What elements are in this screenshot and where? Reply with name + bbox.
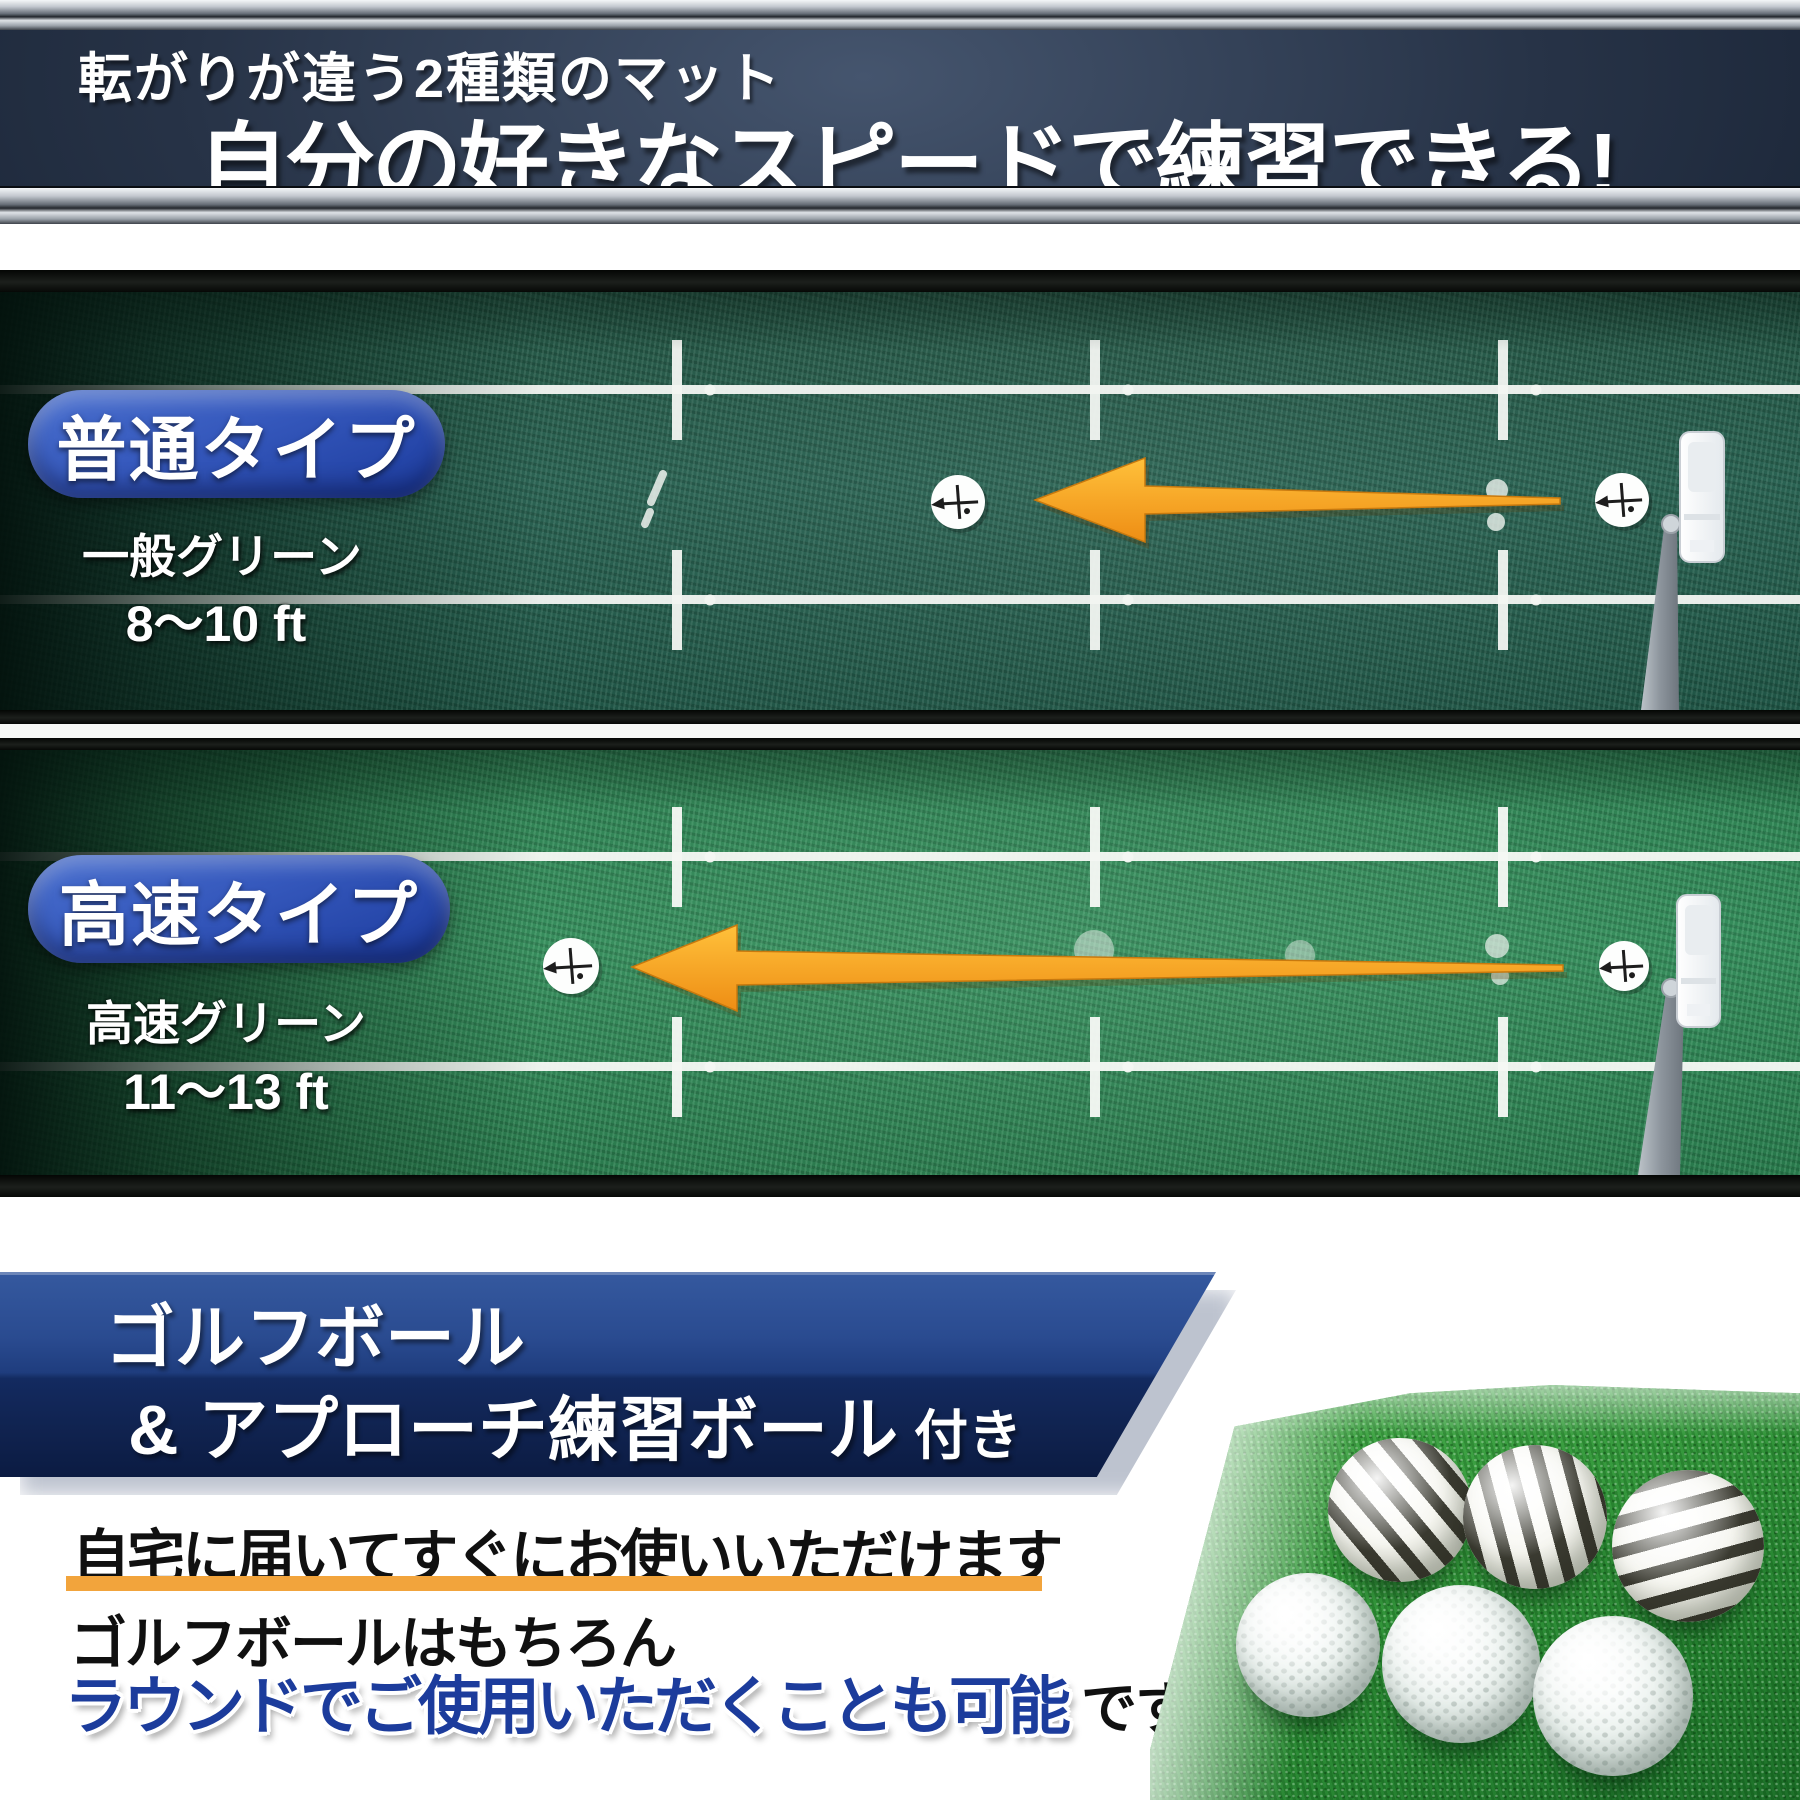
mat1-ball-marker-start <box>1595 473 1653 531</box>
mat1-putter <box>1641 431 1725 710</box>
included-banner: ゴルフボール & アプローチ練習ボール 付き <box>0 1272 1216 1477</box>
included-line2-row: & アプローチ練習ボール 付き <box>128 1374 1022 1475</box>
orange-underline <box>66 1576 1042 1591</box>
mat1-green-type-label: 一般グリーン <box>82 530 362 583</box>
mat2-type-badge: 高速タイプ <box>28 855 450 963</box>
mat1-roll-left-arrow-icon <box>1032 456 1564 549</box>
ball-sheen <box>1328 1438 1472 1582</box>
mat1-worn-marks <box>641 470 667 528</box>
mat1-top-edge <box>0 270 1800 292</box>
ball-sheen <box>1533 1616 1693 1776</box>
note-golf-balls: ゴルフボールはもちろん <box>70 1612 677 1676</box>
included-line2: & アプローチ練習ボール <box>128 1391 898 1469</box>
mat2-type-badge-label: 高速タイプ <box>59 877 419 955</box>
mat2-stimp-label: 11〜13 ft <box>123 1064 329 1120</box>
mat1-ball-marker-target <box>931 475 989 533</box>
included-line1: ゴルフボール <box>105 1299 525 1377</box>
mat2-bottom-edge <box>0 1175 1800 1197</box>
ball-sheen <box>1382 1585 1540 1743</box>
ball-sheen <box>1463 1445 1607 1589</box>
mat1-stimp-label: 8〜10 ft <box>125 596 307 652</box>
mats-gap <box>0 724 1800 738</box>
included-banner-gloss <box>0 1272 1216 1275</box>
striped-practice-ball-1 <box>1328 1438 1472 1582</box>
mat2-green-type-label: 高速グリーン <box>86 997 366 1050</box>
striped-practice-ball-2 <box>1463 1445 1607 1589</box>
white-golf-ball-2 <box>1382 1585 1540 1743</box>
included-suffix: 付き <box>914 1406 1022 1466</box>
header-banner: 転がりが違う2種類のマット 自分の好きなスピードで練習できる! <box>0 0 1800 224</box>
note-round-highlight: ラウンドでご使用いただくことも可能 <box>64 1672 1071 1742</box>
metal-band-bottom <box>0 186 1800 224</box>
note-round-usage: ラウンドでご使用いただくことも可能 です <box>64 1656 1191 1747</box>
striped-practice-ball-3 <box>1612 1470 1764 1622</box>
mat2-ball-marker-target <box>543 938 603 998</box>
mat2-ball-marker-start <box>1599 941 1653 995</box>
metal-band-top <box>0 0 1800 32</box>
ball-sheen <box>1612 1470 1764 1622</box>
mat1-bottom-edge <box>0 710 1800 724</box>
mat2-top-edge <box>0 738 1800 750</box>
mat1-type-badge-label: 普通タイプ <box>56 412 417 490</box>
ball-sheen <box>1236 1573 1380 1717</box>
mat2-putter <box>1638 894 1721 1175</box>
header-background: 転がりが違う2種類のマット 自分の好きなスピードで練習できる! <box>0 30 1800 216</box>
header-subtitle: 転がりが違う2種類のマット <box>78 49 783 109</box>
white-golf-ball-3 <box>1533 1616 1693 1776</box>
mat1-type-badge: 普通タイプ <box>28 390 445 498</box>
white-golf-ball-1 <box>1236 1573 1380 1717</box>
